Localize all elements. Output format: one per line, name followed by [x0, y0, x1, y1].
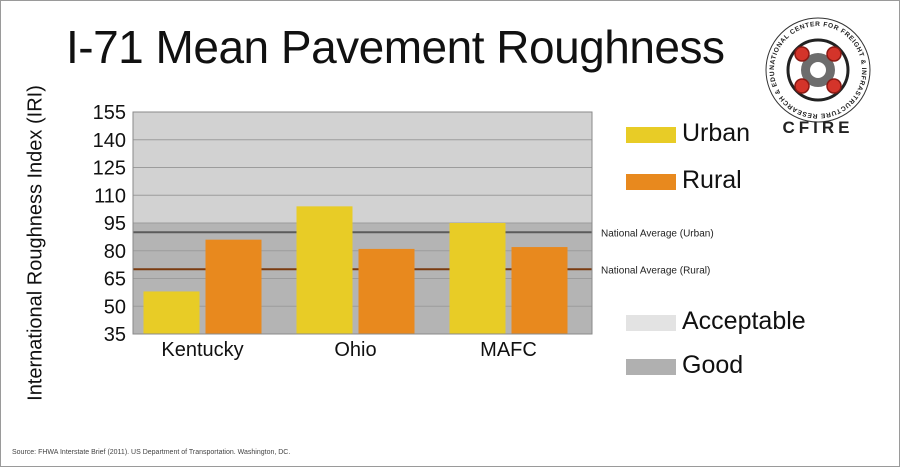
bar-urban-ohio [296, 206, 353, 334]
y-tick-label: 80 [104, 241, 126, 263]
y-tick-label: 35 [104, 324, 126, 346]
x-tick-label: Kentucky [161, 339, 243, 361]
plot-border [132, 111, 593, 335]
bar-rural-ohio [358, 248, 415, 334]
bar-urban-mafc [449, 223, 506, 334]
legend-swatch-rural [626, 174, 676, 190]
legend-swatch-good [626, 359, 676, 375]
y-tick-label: 50 [104, 296, 126, 318]
logo-name: CFIRE [783, 118, 854, 137]
y-tick-label: 110 [94, 185, 126, 207]
reference-label-rural: National Average (Rural) [601, 265, 710, 276]
source-note: Source: FHWA Interstate Brief (2011). US… [12, 449, 291, 456]
y-tick-label: 140 [93, 130, 126, 152]
y-tick-label: 95 [104, 213, 126, 235]
bar-rural-kentucky [205, 239, 262, 334]
x-tick-label: MAFC [480, 339, 537, 361]
chart-title: I-71 Mean Pavement Roughness [66, 21, 725, 73]
legend-label-rural: Rural [682, 166, 742, 194]
legend-label-acceptable: Acceptable [682, 307, 806, 335]
cfire-logo: NATIONAL CENTER FOR FREIGHT & INFRASTRUC… [758, 10, 871, 137]
legend-swatch-acceptable [626, 315, 676, 331]
x-tick-label: Ohio [334, 339, 376, 361]
legend-label-good: Good [682, 351, 744, 379]
y-tick-label: 65 [104, 269, 126, 291]
legend-swatch-urban [626, 127, 676, 143]
bar-rural-mafc [511, 247, 568, 334]
y-tick-label: 125 [93, 158, 126, 180]
legend-label-urban: Urban [682, 119, 751, 147]
reference-label-urban: National Average (Urban) [601, 228, 714, 239]
y-tick-label: 155 [93, 102, 126, 124]
bar-urban-kentucky [143, 291, 200, 334]
